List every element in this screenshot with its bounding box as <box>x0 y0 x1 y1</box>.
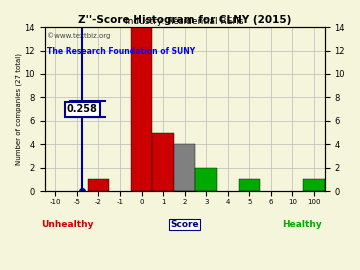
Bar <box>174 144 195 191</box>
Text: Industry: Residential REITs: Industry: Residential REITs <box>125 16 244 26</box>
Y-axis label: Number of companies (27 total): Number of companies (27 total) <box>15 53 22 165</box>
Bar <box>195 168 217 191</box>
Bar <box>152 133 174 191</box>
Text: ©www.textbiz.org: ©www.textbiz.org <box>47 32 111 39</box>
Text: Unhealthy: Unhealthy <box>41 220 93 229</box>
Text: Healthy: Healthy <box>283 220 322 229</box>
Bar <box>87 179 109 191</box>
Text: The Research Foundation of SUNY: The Research Foundation of SUNY <box>47 47 195 56</box>
Text: Score: Score <box>170 220 199 229</box>
Title: Z''-Score Histogram for CLNY (2015): Z''-Score Histogram for CLNY (2015) <box>78 15 291 25</box>
Bar <box>239 179 260 191</box>
Bar <box>303 179 325 191</box>
Bar <box>131 27 152 191</box>
Text: 0.258: 0.258 <box>67 104 98 114</box>
